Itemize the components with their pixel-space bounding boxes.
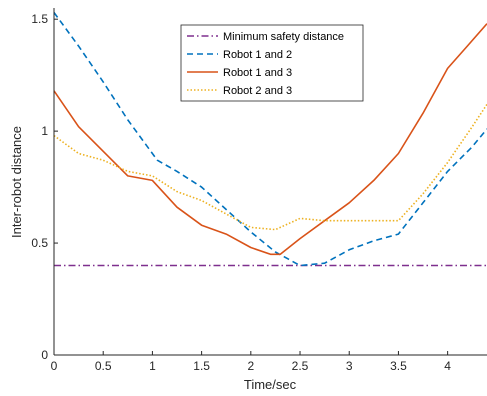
- x-tick-label: 2.5: [292, 359, 309, 373]
- axes-layer: [53, 8, 487, 356]
- legend-label: Robot 2 and 3: [223, 85, 292, 97]
- legend-box: [180, 24, 364, 102]
- y-axis-label: Inter-robot distance: [9, 126, 24, 238]
- legend: Minimum safety distance Robot 1 and 2 Robo…: [180, 24, 364, 102]
- y-tick-label: 1: [41, 124, 48, 138]
- x-tick-label: 0: [51, 359, 58, 373]
- x-tick-label: 4: [444, 359, 451, 373]
- y-tick-label: 0: [41, 348, 48, 362]
- x-tick-label: 3: [346, 359, 353, 373]
- x-tick-label: 3.5: [390, 359, 407, 373]
- series-line-3: [53, 23, 487, 256]
- x-tick-label: 2: [247, 359, 254, 373]
- y-tick-label: 0.5: [31, 236, 48, 250]
- x-axis-label: Time/sec: [244, 377, 297, 392]
- series-layer: [53, 12, 487, 267]
- legend-label: Minimum safety distance: [223, 31, 344, 43]
- y-ticks: 0 0.5 1 1.5: [31, 12, 58, 362]
- x-tick-label: 0.5: [95, 359, 112, 373]
- series-line-4: [53, 103, 487, 231]
- x-tick-label: 1: [149, 359, 156, 373]
- x-ticks: 0 0.5 1 1.5 2 2.5 3 3.5 4: [51, 351, 451, 373]
- legend-label: Robot 1 and 2: [223, 49, 292, 61]
- y-tick-label: 1.5: [31, 12, 48, 26]
- x-tick-label: 1.5: [193, 359, 210, 373]
- legend-label: Robot 1 and 3: [223, 67, 292, 79]
- series-line-2: [53, 12, 487, 267]
